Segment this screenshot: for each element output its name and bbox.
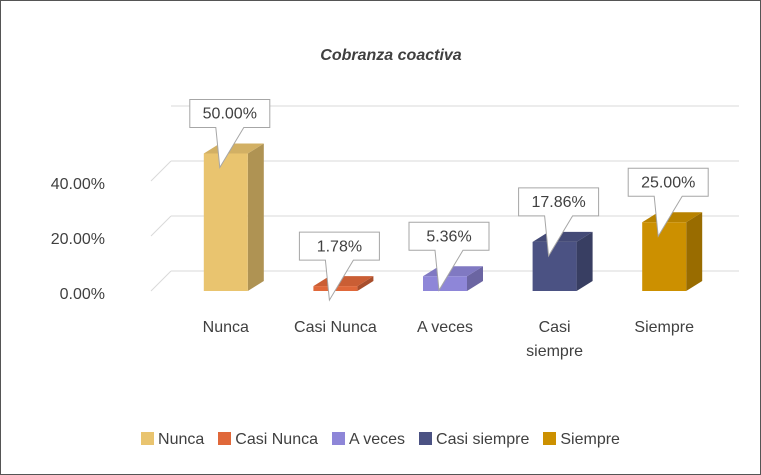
legend-item: Casi siempre [419,431,529,449]
x-tick-label: A veces [416,319,474,336]
data-label: 50.00% [203,106,257,123]
legend: Nunca Casi Nunca A veces Casi siempre Siempr… [1,431,760,449]
legend-item: Siempre [543,431,620,449]
label-callout [298,231,380,302]
legend-item: Nunca [141,431,204,449]
legend-swatch [218,432,232,445]
legend-label: Nunca [158,431,205,448]
label-callout [518,187,600,258]
bar [423,276,467,291]
bar-side [686,212,703,291]
legend-swatch [331,432,345,445]
bar [203,153,248,291]
data-label: 1.78% [317,238,362,255]
legend-label: Casi siempre [436,431,530,448]
bar-side [357,276,374,291]
legend-label: Siempre [560,431,620,448]
grid-line [150,215,172,237]
data-label: 17.86% [531,194,585,211]
label-callout [408,221,490,292]
grid-line [150,160,172,182]
label-callout [627,167,709,238]
y-tick-label: 20.00% [51,231,105,248]
y-tick-label: 40.00% [51,176,105,193]
data-label: 25.00% [641,174,695,191]
bar-side [247,143,264,291]
y-tick-label: 0.00% [60,286,105,303]
x-tick-label: Nunca [202,319,249,336]
bar [532,241,577,291]
x-tick-label: Siempre [634,319,694,336]
label-callout [189,99,271,170]
legend-label: A veces [348,431,406,448]
bar-side [467,266,483,291]
legend-swatch [419,432,433,445]
legend-item: Casi Nunca [218,431,318,449]
legend-swatch [543,432,557,445]
data-label: 5.36% [426,228,471,245]
bar-side [576,231,593,291]
legend-item: A veces [331,431,406,449]
legend-swatch [141,432,155,445]
chart-title: Cobranza coactiva [320,47,461,64]
legend-label: Casi Nunca [235,431,318,448]
x-tick-label: Casi siempre [526,319,584,360]
grid-line [150,270,172,292]
bar [642,222,687,291]
x-tick-label: Casi Nunca [294,319,377,336]
